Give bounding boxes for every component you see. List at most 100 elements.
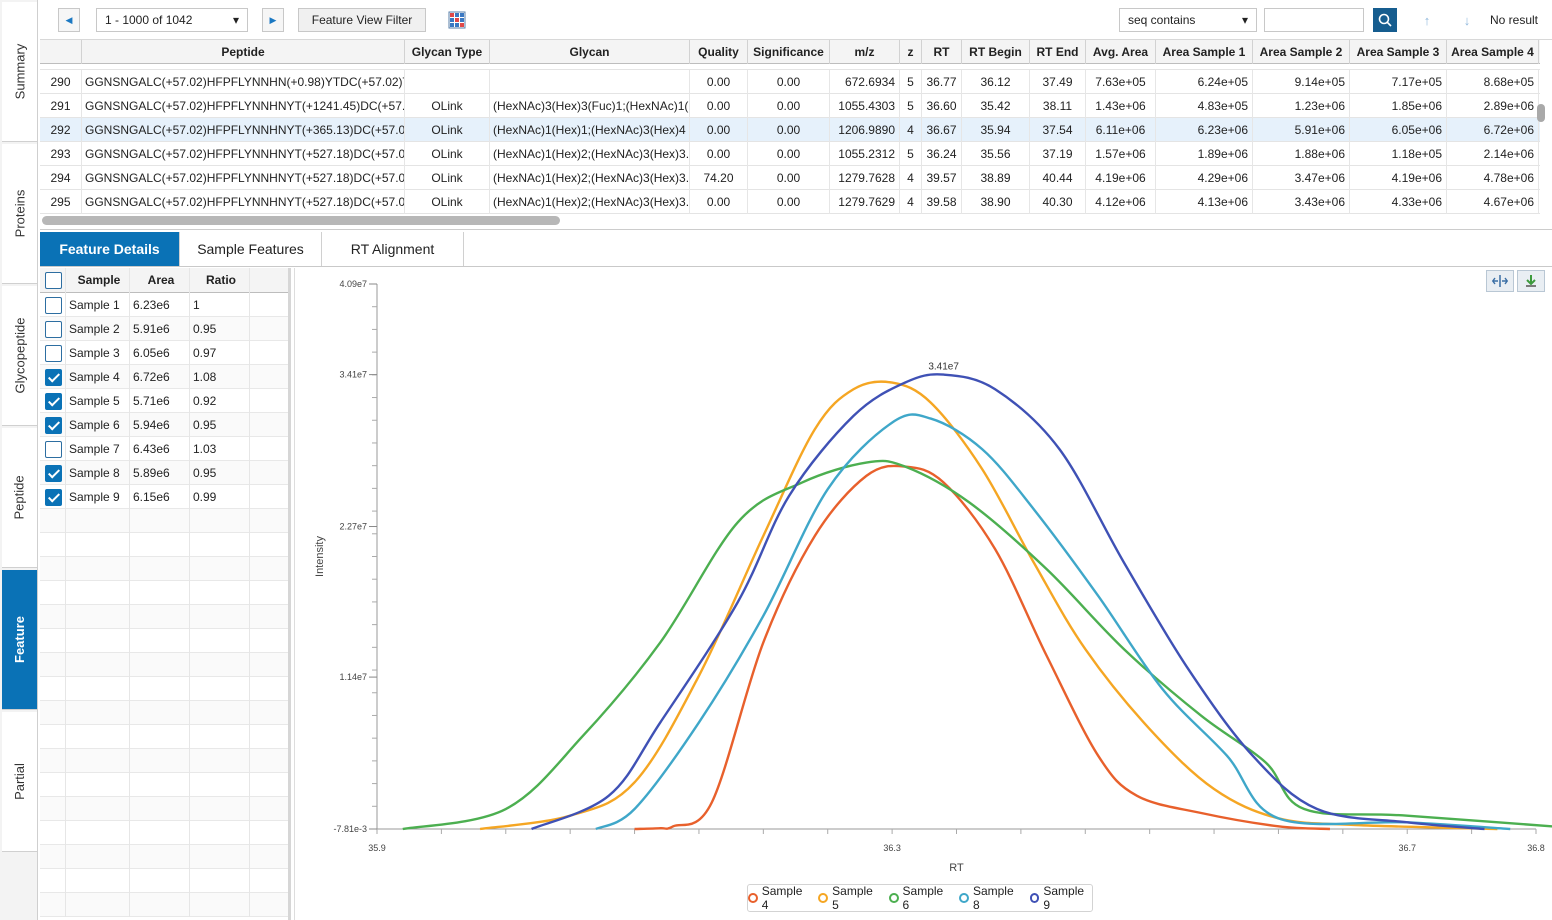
column-header[interactable]: Significance — [748, 40, 830, 64]
detail-tab-rt-alignment[interactable]: RT Alignment — [322, 232, 464, 266]
legend-item[interactable]: Sample 4 — [747, 884, 810, 912]
next-page-button[interactable]: ▶ — [262, 8, 284, 32]
column-header[interactable]: Avg. Area — [1086, 40, 1156, 64]
empty-row — [40, 869, 288, 893]
sample-checkbox[interactable] — [45, 321, 62, 338]
sample-row[interactable]: Sample 9 6.15e6 0.99 — [40, 485, 288, 509]
sample-cell-ratio — [190, 533, 250, 557]
column-header[interactable]: Area Sample 3 — [1350, 40, 1447, 64]
table-cell-peptide: GGNSNGALC(+57.02)HFPFLYNNHNYT(+527.18)DC… — [82, 190, 405, 214]
column-header[interactable]: RT End — [1030, 40, 1086, 64]
sample-cell-ratio — [190, 869, 250, 893]
table-cell-peptide: GGNSNGALC(+57.02)HFPFLYNNHNYT(+1241.45)D… — [82, 94, 405, 118]
table-cell-a1: 1.89e+06 — [1156, 142, 1253, 166]
feature-grid[interactable]: Peptide Glycan Type Glycan Quality Significa… — [40, 40, 1552, 230]
sample-row[interactable]: Sample 3 6.05e6 0.97 — [40, 341, 288, 365]
search-input[interactable] — [1264, 8, 1364, 32]
side-tab-peptide[interactable]: Peptide — [2, 428, 37, 568]
column-grid-icon[interactable] — [446, 8, 468, 32]
side-tab-proteins[interactable]: Proteins — [2, 144, 37, 284]
table-cell-z: 5 — [900, 142, 922, 166]
table-cell-rt_end: 40.44 — [1030, 166, 1086, 190]
table-cell-significance: 0.00 — [748, 118, 830, 142]
detail-tab-feature-details[interactable]: Feature Details — [40, 232, 180, 266]
side-tab-summary[interactable]: Summary — [2, 2, 37, 142]
export-download-icon[interactable] — [1517, 270, 1545, 292]
fit-width-icon[interactable] — [1486, 270, 1514, 292]
select-all-checkbox[interactable] — [45, 272, 62, 289]
column-header[interactable]: Glycan — [490, 40, 690, 64]
column-header[interactable]: RT Begin — [962, 40, 1030, 64]
sample-checkbox[interactable] — [45, 369, 62, 386]
vertical-scrollbar[interactable] — [1537, 104, 1545, 122]
table-cell-rt: 36.24 — [922, 142, 962, 166]
table-row[interactable]: 294 GGNSNGALC(+57.02)HFPFLYNNHNYT(+527.18… — [40, 166, 1540, 190]
table-row[interactable]: 290 GGNSNGALC(+57.02)HFPFLYNNHN(+0.98)YTD… — [40, 70, 1540, 94]
grid-header: Peptide Glycan Type Glycan Quality Significa… — [40, 40, 1540, 64]
sample-checkbox[interactable] — [45, 465, 62, 482]
sample-row[interactable]: Sample 1 6.23e6 1 — [40, 293, 288, 317]
sample-cell-ratio — [190, 749, 250, 773]
legend-item[interactable]: Sample 8 — [959, 884, 1021, 912]
sample-cell-ratio: 0.92 — [190, 389, 250, 413]
sample-checkbox[interactable] — [45, 297, 62, 314]
sample-cell-name: Sample 8 — [66, 461, 130, 485]
sample-cell-pad — [250, 437, 288, 461]
table-cell-quality: 0.00 — [690, 118, 748, 142]
column-header[interactable]: Area Sample 2 — [1253, 40, 1350, 64]
sample-cell-area — [130, 821, 190, 845]
column-header[interactable]: z — [900, 40, 922, 64]
sample-cell-pad — [250, 389, 288, 413]
series-line-sample-5 — [479, 380, 1498, 831]
previous-result-arrow-icon[interactable]: ↑ — [1423, 12, 1431, 28]
sample-row[interactable]: Sample 8 5.89e6 0.95 — [40, 461, 288, 485]
table-cell-significance: 0.00 — [748, 190, 830, 214]
side-tab-partial[interactable]: Partial — [2, 712, 37, 852]
sample-checkbox[interactable] — [45, 489, 62, 506]
column-header[interactable]: m/z — [830, 40, 900, 64]
sample-checkbox[interactable] — [45, 441, 62, 458]
side-tab-feature[interactable]: Feature — [2, 570, 37, 710]
table-row[interactable]: 292 GGNSNGALC(+57.02)HFPFLYNNHNYT(+365.13… — [40, 118, 1540, 142]
table-cell-a3: 4.33e+06 — [1350, 190, 1447, 214]
sample-row[interactable]: Sample 2 5.91e6 0.95 — [40, 317, 288, 341]
sample-column-header: Area — [130, 268, 190, 293]
sample-cell-area: 6.23e6 — [130, 293, 190, 317]
table-cell-a4: 2.14e+06 — [1447, 142, 1539, 166]
table-row[interactable]: 293 GGNSNGALC(+57.02)HFPFLYNNHNYT(+527.18… — [40, 142, 1540, 166]
select-all-cell[interactable] — [40, 268, 66, 293]
detail-tab-sample-features[interactable]: Sample Features — [180, 232, 322, 266]
search-mode-select[interactable]: seq contains ▾ — [1119, 8, 1257, 32]
sample-row[interactable]: Sample 7 6.43e6 1.03 — [40, 437, 288, 461]
sample-cell-area: 5.91e6 — [130, 317, 190, 341]
column-header[interactable]: Area Sample 1 — [1156, 40, 1253, 64]
table-cell-avg_area: 4.19e+06 — [1086, 166, 1156, 190]
column-header[interactable]: Peptide — [82, 40, 405, 64]
sample-cell-pad — [250, 869, 288, 893]
legend-item[interactable]: Sample 6 — [888, 884, 951, 912]
column-header[interactable]: RT — [922, 40, 962, 64]
sample-row[interactable]: Sample 5 5.71e6 0.92 — [40, 389, 288, 413]
table-row[interactable]: 291 GGNSNGALC(+57.02)HFPFLYNNHNYT(+1241.4… — [40, 94, 1540, 118]
sample-row[interactable]: Sample 6 5.94e6 0.95 — [40, 413, 288, 437]
column-header[interactable]: Glycan Type — [405, 40, 490, 64]
feature-view-filter-button[interactable]: Feature View Filter — [298, 8, 426, 32]
empty-row — [40, 557, 288, 581]
sample-checkbox[interactable] — [45, 417, 62, 434]
table-row[interactable]: 295 GGNSNGALC(+57.02)HFPFLYNNHNYT(+527.18… — [40, 190, 1540, 214]
horizontal-scrollbar[interactable] — [42, 216, 560, 225]
search-button[interactable] — [1373, 8, 1397, 32]
sample-row[interactable]: Sample 4 6.72e6 1.08 — [40, 365, 288, 389]
sample-checkbox[interactable] — [45, 393, 62, 410]
sample-checkbox[interactable] — [45, 345, 62, 362]
prev-page-button[interactable]: ◀ — [58, 8, 80, 32]
column-header[interactable]: Area Sample 4 — [1447, 40, 1539, 64]
page-range-select[interactable]: 1 - 1000 of 1042 ▾ — [96, 8, 248, 32]
column-header[interactable] — [40, 40, 82, 64]
side-tab-glycopeptide[interactable]: Glycopeptide — [2, 286, 37, 426]
next-result-arrow-icon[interactable]: ↓ — [1463, 12, 1471, 28]
legend-item[interactable]: Sample 5 — [818, 884, 880, 912]
column-header[interactable]: Quality — [690, 40, 748, 64]
sample-cell-ratio: 0.95 — [190, 317, 250, 341]
legend-item[interactable]: Sample 9 — [1029, 884, 1092, 912]
